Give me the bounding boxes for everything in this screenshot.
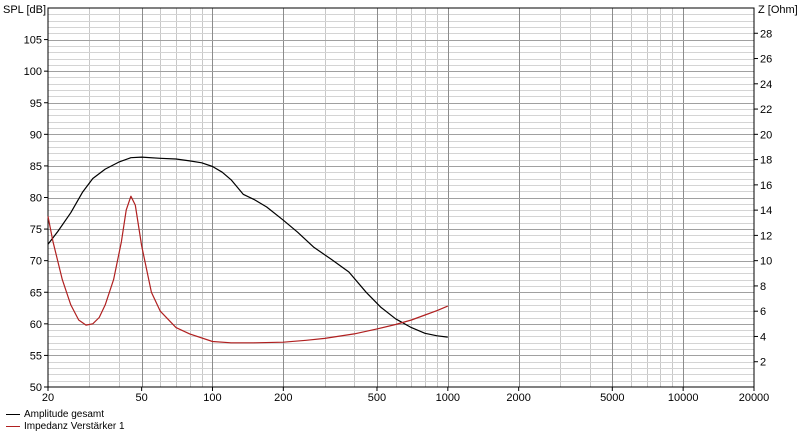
y-tick-label: 85 (30, 161, 42, 173)
y-tick-label: 50 (30, 382, 42, 394)
legend-label: Amplitude gesamt (24, 408, 105, 420)
legend-line-icon (6, 425, 20, 427)
x-tick-label: 1000 (436, 392, 460, 404)
y-tick-label: 60 (30, 319, 42, 331)
x-tick-label: 20000 (739, 392, 770, 404)
y-tick-label: 100 (24, 66, 42, 78)
y-tick-label: 55 (30, 350, 42, 362)
y2-tick-label: 2 (760, 357, 766, 369)
y2-tick-label: 8 (760, 281, 766, 293)
x-tick-label: 50 (136, 392, 148, 404)
y2-tick-label: 14 (760, 205, 772, 217)
x-tick-label: 10000 (668, 392, 699, 404)
legend-item-amplitude: Amplitude gesamt (6, 408, 125, 420)
x-tick-label: 100 (203, 392, 221, 404)
legend-line-icon (6, 413, 20, 415)
x-tick-label: 500 (368, 392, 386, 404)
series-layer (47, 156, 449, 344)
major-grid (48, 8, 754, 387)
y-tick-label: 95 (30, 98, 42, 110)
y2-tick-label: 20 (760, 129, 772, 141)
y-tick-label: 90 (30, 129, 42, 141)
y-tick-label: 75 (30, 224, 42, 236)
series-line-impedance (47, 195, 449, 344)
legend: Amplitude gesamt Impedanz Verstärker 1 (6, 408, 125, 432)
legend-item-impedance: Impedanz Verstärker 1 (6, 420, 125, 432)
x-axis-ticks: 20 50 100 200 500 1000 2000 5000 10000 20000 (42, 387, 769, 404)
x-tick-label: 5000 (600, 392, 624, 404)
y-tick-label: 80 (30, 193, 42, 205)
y-axis-title: SPL [dB] (3, 4, 46, 16)
minor-grid (48, 8, 754, 387)
x-tick-label: 200 (274, 392, 292, 404)
y2-tick-label: 18 (760, 155, 772, 167)
x-tick-label: 20 (42, 392, 54, 404)
y2-axis-title: Z [Ohm] (758, 4, 798, 16)
y2-tick-label: 16 (760, 180, 772, 192)
y2-tick-label: 6 (760, 306, 766, 318)
y2-tick-label: 24 (760, 79, 772, 91)
x-tick-label: 2000 (506, 392, 530, 404)
y-axis-ticks: 50 55 60 65 70 75 80 85 90 95 100 105 (24, 35, 48, 394)
legend-label: Impedanz Verstärker 1 (24, 420, 125, 432)
y-tick-label: 105 (24, 35, 42, 47)
y2-tick-label: 22 (760, 104, 772, 116)
y2-tick-label: 4 (760, 331, 766, 343)
y-tick-label: 65 (30, 287, 42, 299)
y2-tick-label: 10 (760, 256, 772, 268)
y2-tick-label: 12 (760, 230, 772, 242)
y2-tick-label: 28 (760, 28, 772, 40)
y-tick-label: 70 (30, 256, 42, 268)
y2-tick-label: 26 (760, 54, 772, 66)
series-line-amplitude (47, 156, 448, 338)
